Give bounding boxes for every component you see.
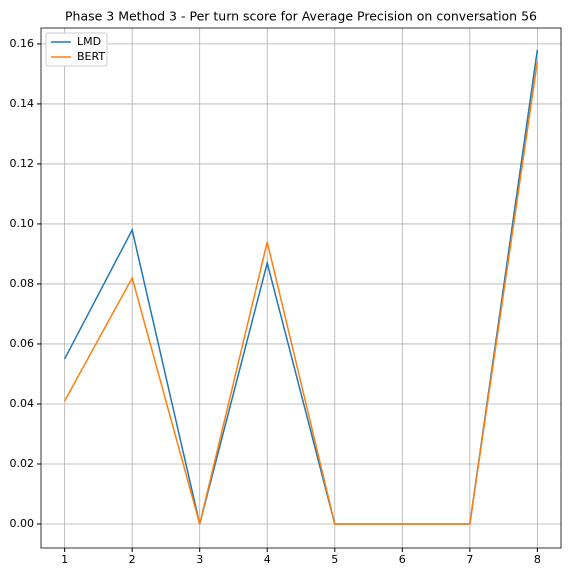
y-tick-label: 0.12 xyxy=(10,157,35,170)
series-line xyxy=(63,61,539,525)
plot-frame xyxy=(40,27,562,549)
legend-label: LMD xyxy=(77,35,101,48)
y-tick-label: 0.08 xyxy=(10,277,35,290)
x-tick-label: 4 xyxy=(264,553,271,566)
y-tick-label: 0.04 xyxy=(10,397,35,410)
y-tick-label: 0.00 xyxy=(10,517,35,530)
y-tick-label: 0.14 xyxy=(10,97,35,110)
series-line xyxy=(63,49,539,525)
y-tick-label: 0.02 xyxy=(10,457,35,470)
x-tick-label: 8 xyxy=(534,553,541,566)
x-tick-label: 2 xyxy=(129,553,136,566)
y-tick-label: 0.06 xyxy=(10,337,35,350)
y-tick-label: 0.10 xyxy=(10,217,35,230)
chart-title: Phase 3 Method 3 - Per turn score for Av… xyxy=(65,9,537,24)
x-tick-label: 6 xyxy=(399,553,406,566)
legend-label: BERT xyxy=(77,50,105,63)
x-tick-label: 5 xyxy=(331,553,338,566)
x-tick-label: 3 xyxy=(196,553,203,566)
y-tick-label: 0.16 xyxy=(10,37,35,50)
x-tick-label: 1 xyxy=(61,553,68,566)
x-tick-label: 7 xyxy=(466,553,473,566)
